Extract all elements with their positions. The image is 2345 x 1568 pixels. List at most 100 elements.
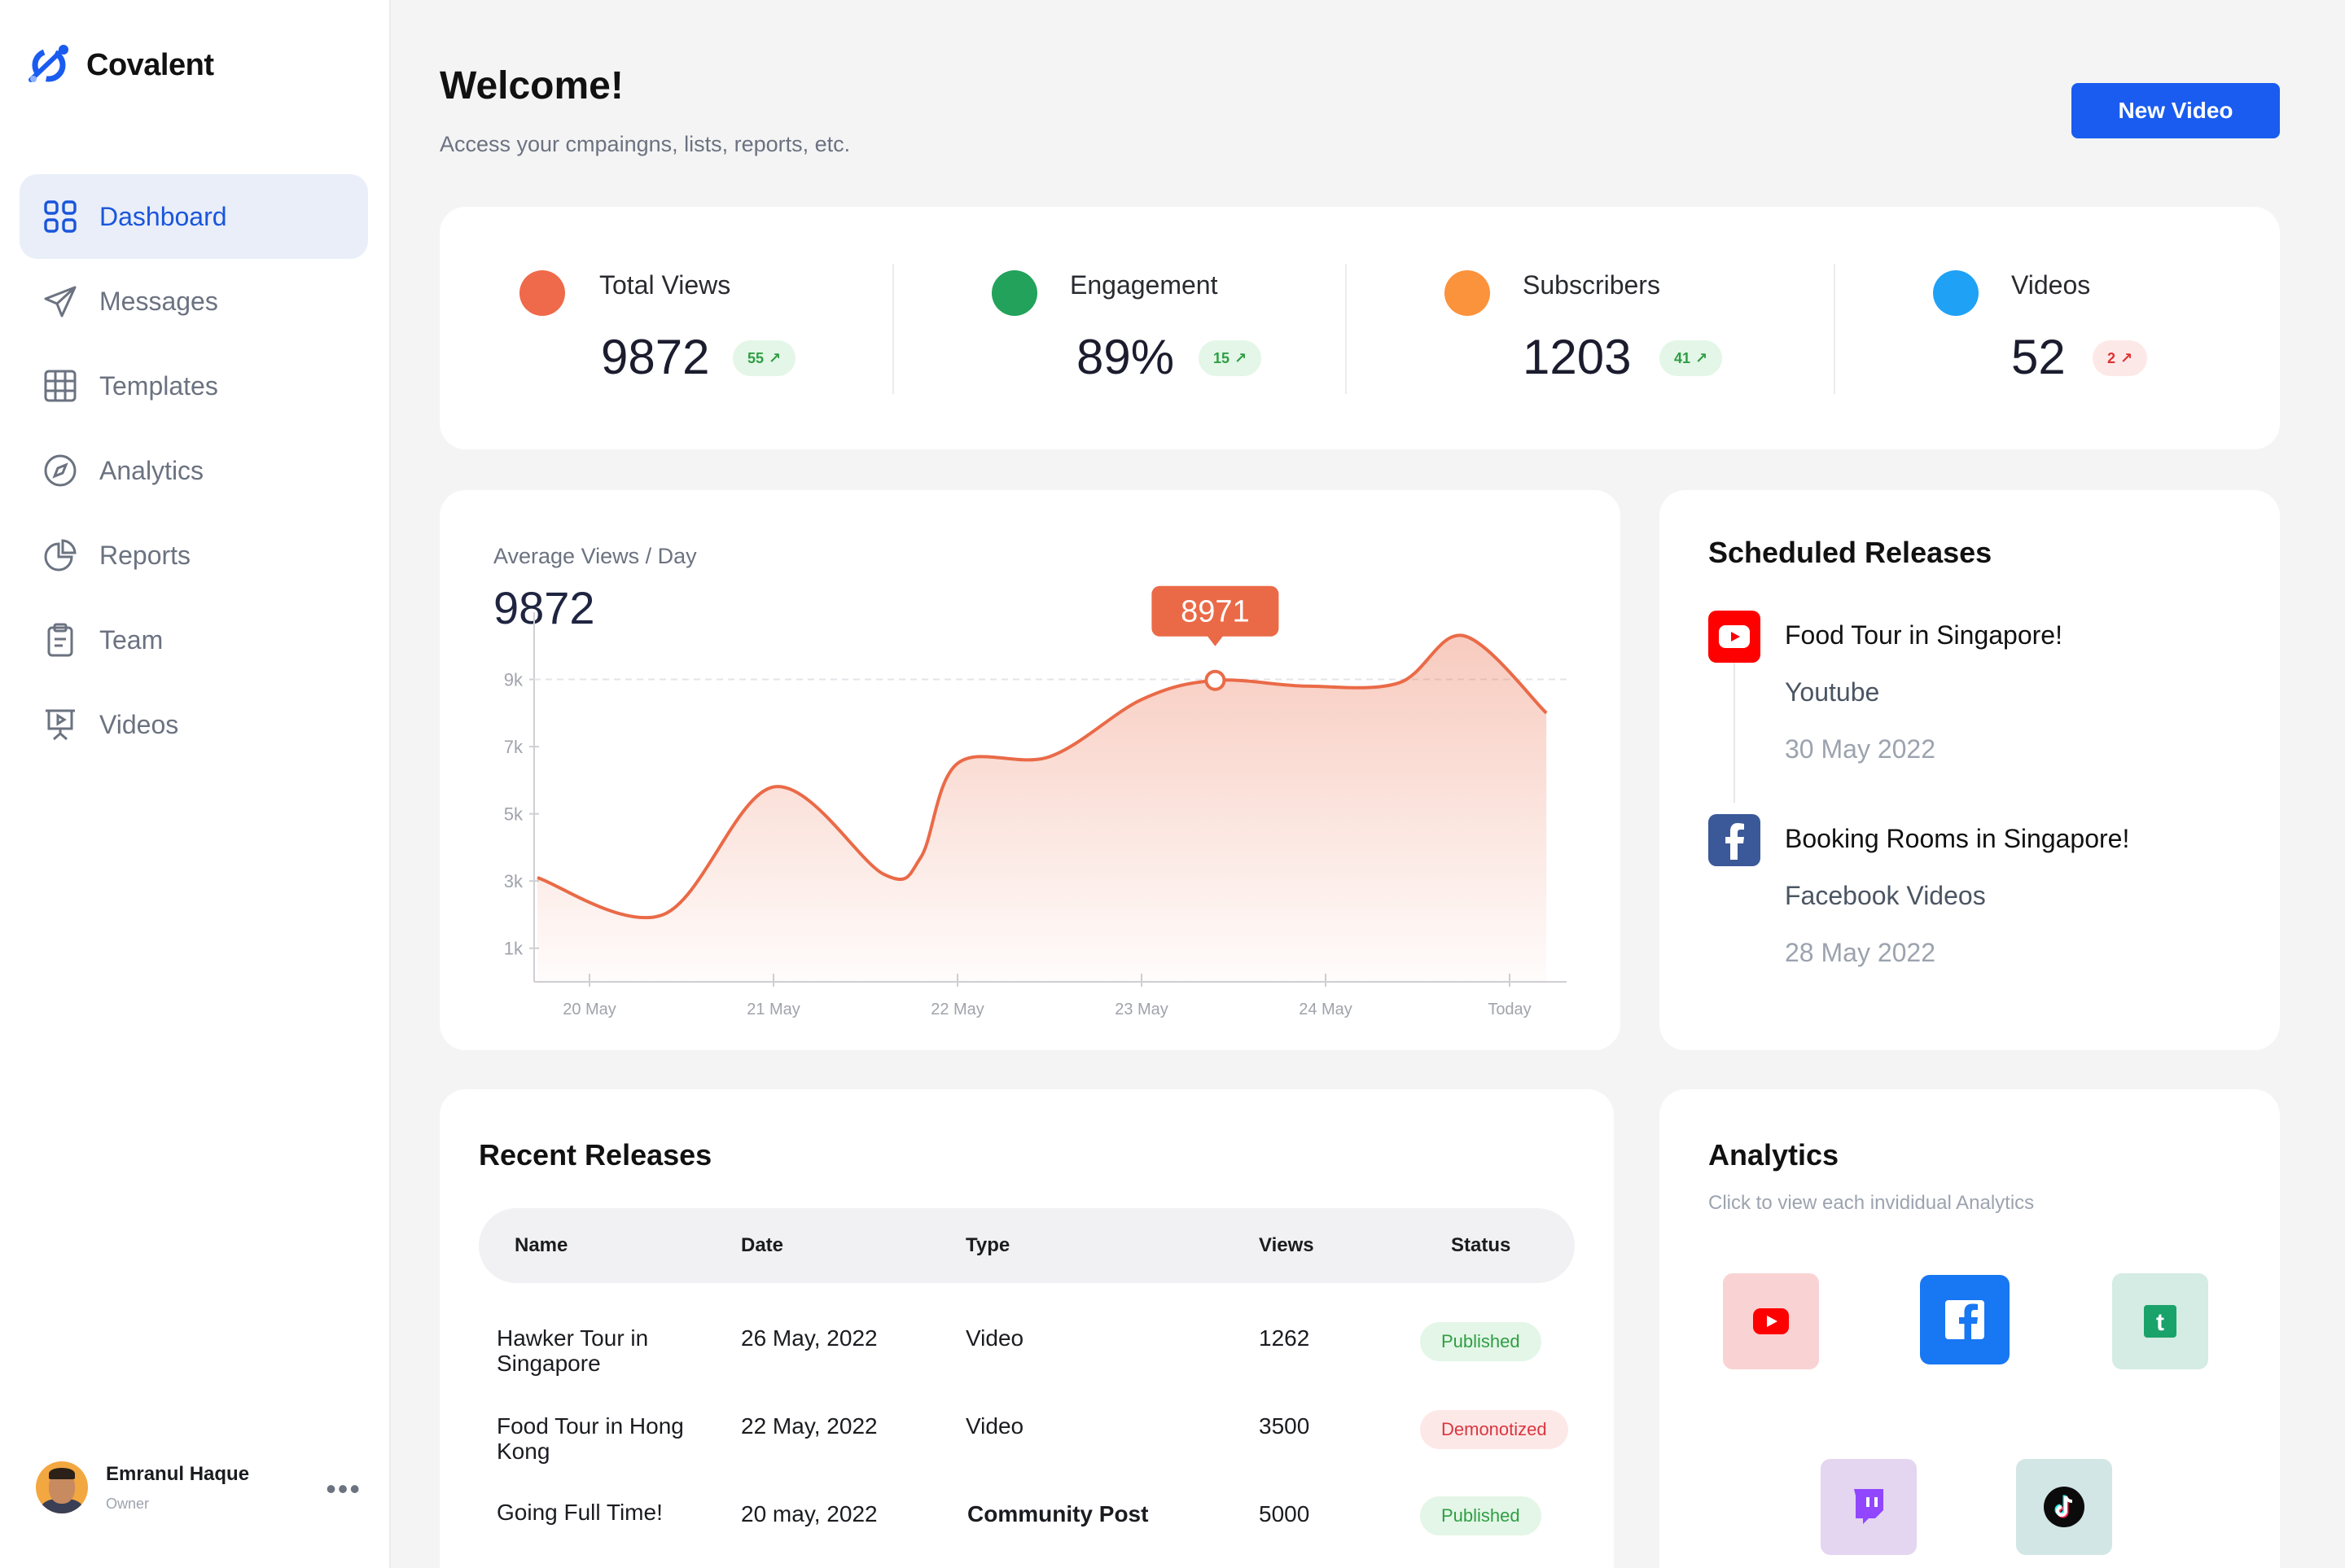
sidebar-item-videos[interactable]: Videos — [20, 682, 368, 767]
facebook-icon — [1945, 1300, 1984, 1339]
twitch-analytics-tile[interactable] — [1821, 1459, 1917, 1555]
stat-value: 1203 — [1523, 330, 1632, 384]
trend-value: 55 — [747, 349, 765, 366]
tumblr-analytics-tile[interactable]: t — [2112, 1273, 2208, 1369]
views-chart-card: Average Views / Day 9872 1k 3k 5k 7k 9k 20 Ma… — [440, 490, 1620, 1050]
sidebar-item-dashboard[interactable]: Dashboard — [20, 174, 368, 259]
x-tick-label: 24 May — [1299, 1001, 1352, 1018]
presentation-board-icon — [42, 707, 78, 742]
more-options-icon[interactable]: ••• — [326, 1472, 362, 1505]
cell-name: Going Full Time! — [497, 1500, 663, 1525]
status-dot — [1444, 270, 1490, 316]
sidebar-item-team[interactable]: Team — [20, 598, 368, 682]
stat-value: 89% — [1076, 330, 1175, 384]
release-title[interactable]: Booking Rooms in Singapore! — [1785, 824, 2130, 853]
sidebar-item-analytics[interactable]: Analytics — [20, 428, 368, 513]
stat-label: Engagement — [1070, 270, 1218, 300]
cell-type: Video — [966, 1325, 1024, 1351]
section-title: Analytics — [1708, 1138, 1839, 1172]
release-title[interactable]: Food Tour in Singapore! — [1785, 620, 2062, 650]
stat-label: Subscribers — [1523, 270, 1660, 300]
y-tick-label: 7k — [504, 737, 524, 757]
views-area-chart[interactable]: 1k 3k 5k 7k 9k 20 May 21 May 22 May 23 May 24 May… — [440, 490, 1620, 1050]
arrow-up-right-icon: ↗ — [1695, 349, 1708, 366]
twitch-icon — [1854, 1489, 1883, 1524]
column-header-status[interactable]: Status — [1451, 1234, 1511, 1256]
cell-date: 22 May, 2022 — [741, 1413, 878, 1439]
avatar — [36, 1461, 88, 1513]
stat-value: 9872 — [601, 330, 710, 384]
x-tick-label: Today — [1488, 1001, 1531, 1018]
trend-badge: 41 ↗ — [1659, 340, 1723, 376]
page-subtitle: Access your cmpaingns, lists, reports, e… — [440, 132, 851, 156]
trend-badge: 2 ↗ — [2093, 340, 2148, 376]
table-grid-icon — [42, 368, 78, 404]
stat-value: 52 — [2011, 330, 2066, 384]
section-subtitle: Click to view each invididual Analytics — [1708, 1192, 2035, 1214]
sidebar-item-messages[interactable]: Messages — [20, 259, 368, 344]
user-profile[interactable]: Emranul Haque Owner ••• — [36, 1459, 362, 1516]
new-video-button[interactable]: New Video — [2071, 83, 2280, 138]
cell-date: 20 may, 2022 — [741, 1501, 878, 1526]
trend-badge: 15 ↗ — [1199, 340, 1262, 376]
sidebar-item-label: Team — [99, 624, 164, 655]
divider — [892, 264, 894, 394]
sidebar-item-label: Analytics — [99, 455, 204, 485]
x-tick-label: 21 May — [747, 1001, 800, 1018]
sidebar-item-label: Reports — [99, 540, 191, 570]
trend-value: 2 — [2107, 349, 2116, 366]
divider — [1834, 264, 1835, 394]
column-header-date[interactable]: Date — [741, 1234, 784, 1256]
status-dot — [519, 270, 565, 316]
x-tick-label: 20 May — [563, 1001, 616, 1018]
cell-date: 26 May, 2022 — [741, 1325, 878, 1351]
cell-name: Food Tour in Hong Kong — [497, 1413, 684, 1464]
column-header-name[interactable]: Name — [515, 1234, 568, 1256]
scheduled-releases-card: Scheduled Releases Food Tour in Singapor… — [1659, 490, 2280, 1050]
column-header-type[interactable]: Type — [966, 1234, 1010, 1256]
column-header-views[interactable]: Views — [1259, 1234, 1314, 1256]
sidebar-nav: Dashboard Messages Templates — [20, 174, 368, 767]
tiktok-analytics-tile[interactable] — [2016, 1459, 2112, 1555]
x-tick-label: 22 May — [931, 1001, 984, 1018]
cell-views: 5000 — [1259, 1501, 1310, 1526]
release-date: 30 May 2022 — [1785, 734, 1936, 764]
release-platform: Youtube — [1785, 677, 1880, 707]
youtube-icon — [1753, 1308, 1789, 1334]
user-role: Owner — [106, 1495, 150, 1512]
section-title: Scheduled Releases — [1708, 536, 1992, 569]
logo[interactable]: Covalent — [26, 42, 214, 88]
sidebar-item-reports[interactable]: Reports — [20, 513, 368, 598]
youtube-icon — [1708, 611, 1760, 663]
status-dot — [1933, 270, 1979, 316]
release-date: 28 May 2022 — [1785, 938, 1936, 967]
table-header: Name Date Type Views Status — [479, 1208, 1575, 1283]
highlight-point — [1204, 669, 1226, 691]
paper-plane-icon — [42, 283, 78, 319]
stat-label: Videos — [2011, 270, 2091, 300]
cell-type: Video — [966, 1413, 1024, 1439]
y-tick-label: 5k — [504, 804, 524, 825]
cell-type: Community Post — [967, 1501, 1149, 1526]
sidebar: Covalent Dashboard Messages — [0, 0, 391, 1568]
x-tick-label: 23 May — [1115, 1001, 1168, 1018]
recent-releases-card: Recent Releases Name Date Type Views Sta… — [440, 1089, 1614, 1568]
status-dot — [992, 270, 1037, 316]
y-tick-label: 3k — [504, 871, 524, 891]
cell-name: Hawker Tour in Singapore — [497, 1325, 649, 1376]
clipboard-icon — [42, 622, 78, 658]
youtube-analytics-tile[interactable] — [1723, 1273, 1819, 1369]
arrow-up-right-icon: ↗ — [1234, 349, 1247, 366]
pie-chart-icon — [42, 537, 78, 573]
status-badge: Published — [1420, 1496, 1541, 1535]
facebook-analytics-tile[interactable] — [1920, 1275, 2010, 1364]
facebook-icon — [1708, 814, 1760, 866]
series-line — [537, 633, 1548, 920]
sidebar-item-templates[interactable]: Templates — [20, 344, 368, 428]
tooltip-label: 8971 — [1181, 595, 1250, 629]
status-badge: Demonotized — [1420, 1410, 1568, 1449]
user-name: Emranul Haque — [106, 1462, 250, 1485]
chart-title: Average Views / Day — [493, 544, 697, 568]
tumblr-icon: t — [2144, 1305, 2176, 1338]
app-name: Covalent — [86, 47, 214, 82]
